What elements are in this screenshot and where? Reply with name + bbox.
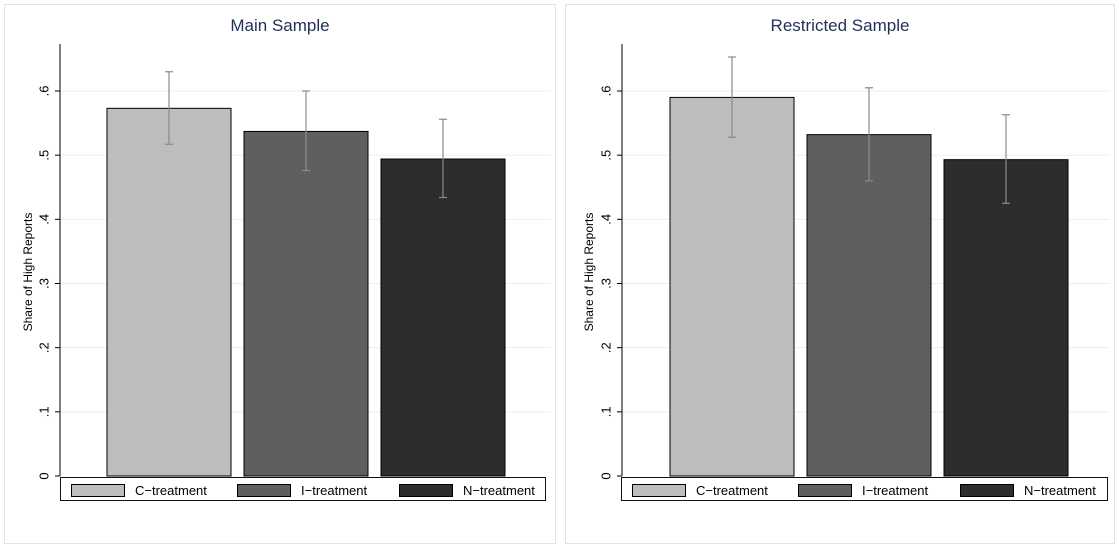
bar [381,159,505,476]
y-tick-label: .4 [37,214,52,225]
legend-swatch-c [71,484,125,497]
y-tick-label: 0 [37,472,52,479]
legend-swatch-n [399,484,453,497]
bar [244,131,368,476]
legend-item-n-treatment: N−treatment [399,482,535,498]
legend-item-i-treatment: I−treatment [237,482,367,498]
restricted-sample-plot: 0 .1 .2 .3 .4 .5 .6 [561,0,1119,548]
legend: C−treatment I−treatment N−treatment [621,477,1108,501]
y-tick-label: .6 [599,86,614,97]
main-sample-panel: 0 .1 .2 .3 .4 .5 .6 Main Sample Share of High … [0,0,560,548]
legend-swatch-i [237,484,291,497]
bar [807,135,931,476]
y-tick-label: .4 [599,214,614,225]
y-tick-label: .3 [599,278,614,289]
y-tick-label: .1 [37,406,52,417]
legend-label-i: I−treatment [862,483,928,498]
legend-label-n: N−treatment [1024,483,1096,498]
bar [670,97,794,476]
legend-item-n-treatment: N−treatment [960,482,1096,498]
y-tick-label: .3 [37,278,52,289]
bar [944,160,1068,476]
legend-swatch-c [632,484,686,497]
y-axis-label: Share of High Reports [582,162,596,382]
main-sample-plot: 0 .1 .2 .3 .4 .5 .6 [0,0,560,548]
legend-label-c: C−treatment [135,483,207,498]
y-tick-label: .2 [599,342,614,353]
y-tick-label: .1 [599,406,614,417]
legend-swatch-i [798,484,852,497]
legend-item-c-treatment: C−treatment [632,482,768,498]
legend: C−treatment I−treatment N−treatment [60,477,546,501]
legend-label-n: N−treatment [463,483,535,498]
y-tick-label: .5 [37,150,52,161]
restricted-sample-panel: 0 .1 .2 .3 .4 .5 .6 Restricted Sample Share of… [561,0,1119,548]
y-tick-label: .2 [37,342,52,353]
bar [107,108,231,476]
legend-item-i-treatment: I−treatment [798,482,928,498]
chart-title: Restricted Sample [561,16,1119,36]
legend-swatch-n [960,484,1014,497]
y-tick-label: .5 [599,150,614,161]
y-tick-label: 0 [599,472,614,479]
legend-label-i: I−treatment [301,483,367,498]
legend-label-c: C−treatment [696,483,768,498]
chart-title: Main Sample [0,16,560,36]
legend-item-c-treatment: C−treatment [71,482,207,498]
y-axis-label: Share of High Reports [21,162,35,382]
y-tick-label: .6 [37,86,52,97]
